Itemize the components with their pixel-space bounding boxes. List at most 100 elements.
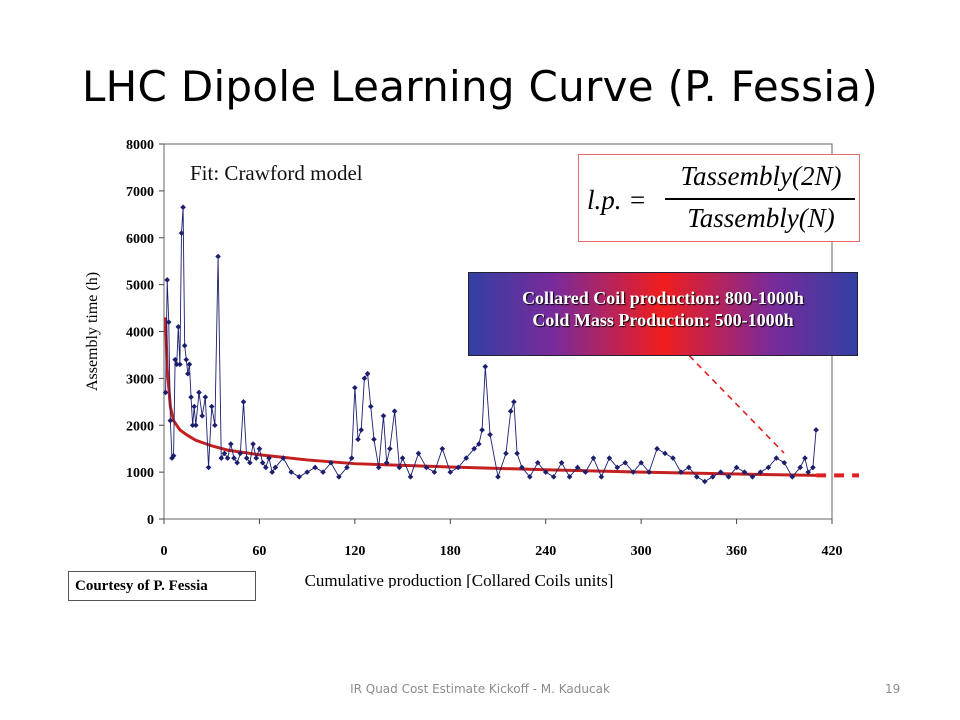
data-point: [407, 474, 414, 480]
data-point: [439, 445, 446, 452]
data-point: [606, 455, 613, 461]
production-summary-banner: Collared Coil production: 800-1000h Cold…: [468, 272, 858, 356]
data-point: [175, 324, 182, 330]
formula-lhs: l.p. =: [587, 185, 647, 215]
banner-line-collared-coil: Collared Coil production: 800-1000h: [522, 288, 804, 308]
data-point: [638, 459, 644, 466]
data-point: [476, 441, 482, 447]
formula-fraction-bar: [665, 198, 855, 200]
data-point: [813, 427, 819, 433]
data-point: [810, 464, 816, 471]
data-point: [662, 450, 668, 457]
data-point: [507, 408, 514, 414]
data-series-group: [162, 204, 819, 485]
axis-labels-group: 0 1000 2000 3000 4000 5000 6000 7000 8000 0 60 120 1…: [84, 138, 843, 588]
data-point: [167, 417, 174, 424]
data-point: [320, 469, 326, 475]
data-point: [164, 277, 170, 283]
data-point: [358, 427, 365, 433]
formula-denominator: Tassembly(N): [687, 203, 835, 233]
data-point: [172, 356, 178, 363]
data-point: [503, 450, 509, 457]
data-point: [185, 370, 191, 377]
data-point: [234, 459, 240, 466]
data-point: [479, 427, 485, 433]
data-point: [686, 464, 692, 471]
data-point: [380, 413, 387, 419]
data-point: [391, 408, 398, 414]
data-point: [288, 469, 295, 475]
x-tick-label: 420: [822, 544, 843, 559]
data-point: [590, 455, 597, 461]
data-point: [375, 464, 382, 471]
data-point: [361, 375, 368, 382]
fit-curve-group: [164, 317, 859, 478]
data-point: [215, 253, 221, 260]
page-number: 19: [885, 682, 901, 696]
data-point: [205, 464, 212, 471]
data-point: [247, 459, 253, 466]
x-tick-label: 0: [161, 544, 168, 559]
data-point: [654, 445, 660, 452]
courtesy-box: Courtesy of P. Fessia: [68, 571, 256, 601]
data-point: [542, 469, 549, 475]
data-point: [646, 469, 652, 475]
data-point: [328, 459, 334, 466]
learning-curve-chart: 0 1000 2000 3000 4000 5000 6000 7000 8000 0 60 120 1…: [84, 138, 859, 588]
data-point: [272, 464, 279, 471]
data-point: [717, 469, 724, 475]
data-point: [773, 455, 780, 461]
y-tick-label: 5000: [126, 279, 154, 294]
data-point: [199, 413, 205, 419]
data-point: [193, 422, 199, 429]
data-point: [725, 474, 732, 480]
data-point: [471, 445, 477, 452]
data-point: [186, 361, 193, 368]
data-point: [558, 459, 565, 466]
data-point: [304, 469, 310, 475]
x-tick-label: 240: [535, 544, 556, 559]
data-point: [208, 403, 215, 410]
data-point: [455, 464, 462, 471]
data-point: [566, 474, 573, 480]
data-point: [482, 363, 489, 370]
data-point: [415, 450, 422, 457]
x-tick-label: 120: [344, 544, 365, 559]
data-point: [678, 469, 684, 475]
y-tick-label: 4000: [126, 326, 154, 341]
data-point: [344, 464, 350, 471]
data-point: [191, 403, 198, 410]
data-point: [202, 394, 209, 400]
data-point: [765, 464, 772, 471]
slide-title: LHC Dipole Learning Curve (P. Fessia): [81, 62, 879, 111]
data-point: [212, 422, 218, 429]
data-point: [709, 474, 716, 480]
data-point: [701, 478, 708, 485]
data-point: [511, 399, 517, 405]
data-point: [495, 474, 501, 480]
data-point: [431, 469, 438, 475]
data-point: [177, 361, 183, 368]
fit-model-label: Fit: Crawford model: [190, 161, 363, 185]
data-point: [757, 469, 764, 475]
data-point: [280, 455, 287, 461]
data-point: [582, 469, 589, 475]
fit-curve: [164, 317, 817, 477]
data-point: [336, 474, 342, 480]
data-point: [598, 474, 605, 480]
data-point: [622, 459, 629, 466]
data-point: [256, 445, 263, 452]
x-tick-label: 300: [631, 544, 652, 559]
data-point: [253, 455, 260, 461]
data-point: [178, 230, 185, 236]
data-point: [228, 441, 234, 447]
data-point: [463, 455, 469, 461]
banner-line-cold-mass: Cold Mass Production: 500-1000h: [532, 310, 794, 330]
y-axis-title: Assembly time (h): [84, 272, 101, 391]
data-point: [733, 464, 740, 471]
data-point: [262, 464, 269, 471]
y-tick-label: 1000: [126, 466, 154, 481]
data-point: [781, 459, 788, 466]
data-point: [630, 469, 636, 475]
data-point: [250, 441, 256, 447]
